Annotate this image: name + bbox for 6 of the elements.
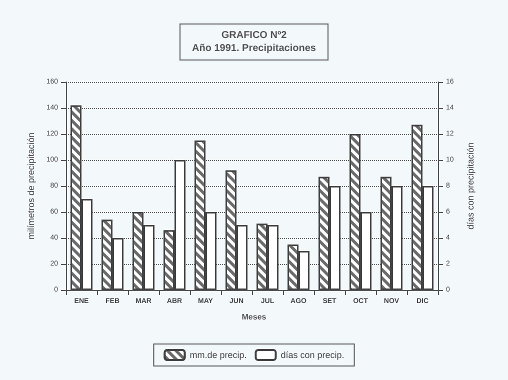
x-axis-title: Meses: [242, 312, 267, 322]
legend-label: días con precip.: [280, 350, 344, 360]
y2-axis-title: días con precipitación: [466, 142, 476, 230]
y-axis-title: milímetros de precipitación: [26, 132, 36, 240]
legend-label: mm.de precip.: [190, 350, 247, 360]
chart-title: GRAFICO Nº2 Año 1991. Precipitaciones: [192, 30, 316, 54]
